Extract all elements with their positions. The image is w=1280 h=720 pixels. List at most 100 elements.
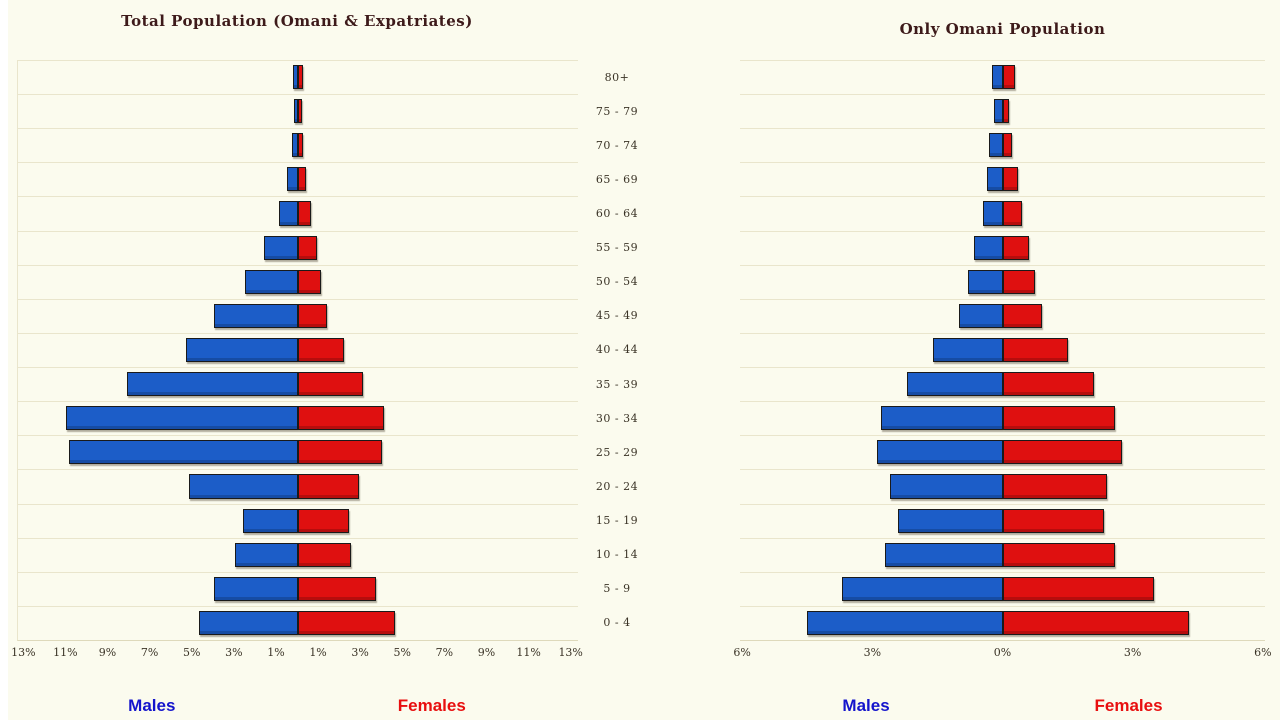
- x-tick-label: 3%: [225, 646, 243, 659]
- x-tick-label: 3%: [863, 646, 882, 659]
- age-group-label: 60 - 64: [595, 207, 639, 221]
- x-tick-label: 13%: [558, 646, 583, 659]
- female-bar-80+: [298, 65, 304, 90]
- age-group-label: 35 - 39: [595, 377, 639, 391]
- male-bar-70-74: [291, 133, 298, 158]
- female-bar-0-4: [1002, 610, 1190, 635]
- female-bar-30-34: [1002, 406, 1116, 431]
- male-bar-70-74: [989, 133, 1003, 158]
- male-bar-80+: [991, 65, 1003, 90]
- female-bar-20-24: [298, 474, 360, 499]
- left-edge-strip: [0, 0, 8, 720]
- male-bar-20-24: [889, 474, 1003, 499]
- female-bar-75-79: [298, 99, 303, 124]
- male-bar-0-4: [807, 610, 1003, 635]
- gridline-row: [740, 230, 1265, 265]
- male-bar-75-79: [993, 99, 1003, 124]
- male-bar-80+: [292, 65, 298, 90]
- female-bar-60-64: [1002, 201, 1023, 226]
- x-tick-label: 9%: [477, 646, 496, 659]
- age-group-label: 5 - 9: [603, 582, 631, 596]
- age-group-label: 65 - 69: [595, 172, 639, 186]
- gridline-row: [740, 503, 1265, 538]
- x-tick-label: 11%: [516, 646, 541, 659]
- gridline-row: [18, 264, 578, 299]
- male-bar-30-34: [66, 406, 298, 431]
- gridline-row: [18, 94, 578, 128]
- female-bar-10-14: [1002, 542, 1116, 567]
- legend-females-label: Females: [1094, 696, 1163, 715]
- total-population-chart-title: Total Population (Omani & Expatriates): [121, 12, 473, 30]
- x-tick-label: 13%: [11, 646, 36, 659]
- male-bar-55-59: [974, 235, 1003, 260]
- age-group-label: 15 - 19: [595, 514, 639, 528]
- x-tick-label: 6%: [733, 646, 751, 659]
- male-bar-60-64: [279, 201, 298, 226]
- female-bar-65-69: [298, 167, 307, 192]
- gridline-row: [740, 196, 1265, 230]
- female-bar-50-54: [298, 269, 322, 294]
- male-bar-40-44: [186, 337, 298, 363]
- gridline-row: [740, 435, 1265, 469]
- female-bar-40-44: [1002, 337, 1068, 363]
- female-bar-35-39: [298, 372, 364, 397]
- female-bar-45-49: [298, 303, 328, 328]
- x-tick-label: 1%: [309, 646, 327, 659]
- x-tick-label: 5%: [183, 646, 201, 659]
- age-group-label: 20 - 24: [595, 479, 639, 493]
- gridline-row: [18, 162, 578, 196]
- gridline-row: [740, 401, 1265, 435]
- female-bar-35-39: [1002, 372, 1094, 397]
- x-tick-label: 9%: [98, 646, 117, 659]
- male-bar-50-54: [967, 269, 1003, 294]
- age-group-label: 55 - 59: [595, 241, 639, 255]
- male-bar-5-9: [213, 576, 298, 601]
- female-bar-10-14: [298, 542, 351, 567]
- female-bar-40-44: [298, 337, 345, 363]
- gridline-row: [18, 367, 578, 401]
- gridline-row: [18, 605, 578, 640]
- female-bar-55-59: [298, 235, 317, 260]
- gridline-row: [740, 94, 1265, 128]
- female-bar-70-74: [298, 133, 304, 158]
- male-bar-25-29: [68, 440, 298, 465]
- female-bar-5-9: [1002, 576, 1155, 601]
- male-bar-15-19: [243, 508, 298, 533]
- female-bar-80+: [1002, 65, 1015, 90]
- legend-males-label: Males: [842, 696, 890, 715]
- omani-population-x-axis: 6% 3% 0% 3% 6%: [733, 646, 1271, 662]
- x-tick-label: 3%: [351, 646, 369, 659]
- gridline-row: [18, 332, 578, 367]
- gridline-row: [740, 537, 1265, 572]
- legend-females-label: Females: [397, 696, 466, 715]
- age-group-label: 80+: [604, 70, 630, 84]
- male-bar-45-49: [959, 303, 1003, 328]
- female-bar-30-34: [298, 406, 385, 431]
- gridline-row: [18, 298, 578, 333]
- male-bar-50-54: [245, 269, 298, 294]
- gridline-row: [740, 367, 1265, 401]
- gridline-row: [740, 469, 1265, 503]
- age-group-axis: 80+ 75 - 79 70 - 74 65 - 69 60 - 64 55 - 59 50…: [579, 60, 655, 640]
- male-bar-10-14: [885, 542, 1003, 567]
- age-group-label: 25 - 29: [595, 445, 639, 459]
- gridline-row: [18, 128, 578, 162]
- age-group-label: 50 - 54: [595, 275, 639, 289]
- age-group-label: 45 - 49: [595, 309, 639, 323]
- omani-population-pyramid-plot: [740, 60, 1265, 641]
- male-bar-0-4: [199, 610, 298, 635]
- male-bar-55-59: [264, 235, 298, 260]
- omani-population-chart-title: Only Omani Population: [899, 20, 1106, 38]
- gridline-row: [18, 435, 578, 469]
- gridline-row: [740, 571, 1265, 606]
- male-bar-35-39: [127, 372, 298, 397]
- gridline-row: [740, 60, 1265, 94]
- gridline-row: [18, 503, 578, 538]
- male-bar-45-49: [213, 303, 298, 328]
- gridline-row: [18, 60, 578, 94]
- x-tick-label: 3%: [1123, 646, 1142, 659]
- age-group-label: 30 - 34: [595, 411, 639, 425]
- gridline-row: [740, 605, 1265, 640]
- gridline-row: [18, 196, 578, 230]
- male-bar-5-9: [841, 576, 1003, 601]
